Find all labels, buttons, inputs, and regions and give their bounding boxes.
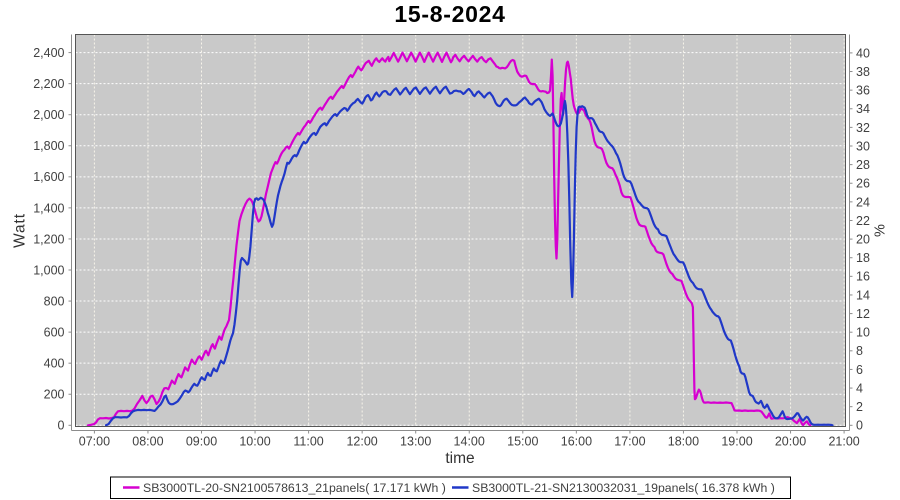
svg-text:12: 12: [856, 307, 870, 321]
svg-text:18: 18: [856, 251, 870, 265]
svg-text:SB3000TL-20-SN2100578613_21pan: SB3000TL-20-SN2100578613_21panels( 17.17…: [143, 481, 446, 495]
svg-text:6: 6: [856, 363, 863, 377]
svg-text:13:00: 13:00: [400, 435, 431, 449]
svg-text:time: time: [445, 450, 474, 467]
svg-text:30: 30: [856, 139, 870, 153]
svg-text:1,400: 1,400: [33, 201, 64, 215]
svg-text:07:00: 07:00: [79, 435, 110, 449]
svg-text:1,200: 1,200: [33, 232, 64, 246]
svg-text:14: 14: [856, 288, 870, 302]
svg-text:34: 34: [856, 102, 870, 116]
svg-text:400: 400: [44, 357, 65, 371]
svg-text:15:00: 15:00: [507, 435, 538, 449]
svg-text:1,000: 1,000: [33, 263, 64, 277]
svg-text:2,200: 2,200: [33, 77, 64, 91]
svg-text:1,600: 1,600: [33, 170, 64, 184]
svg-text:36: 36: [856, 84, 870, 98]
svg-text:18:00: 18:00: [668, 435, 699, 449]
svg-text:2,000: 2,000: [33, 108, 64, 122]
svg-text:20:00: 20:00: [775, 435, 806, 449]
svg-text:28: 28: [856, 158, 870, 172]
svg-text:200: 200: [44, 388, 65, 402]
svg-text:32: 32: [856, 121, 870, 135]
svg-text:08:00: 08:00: [132, 435, 163, 449]
svg-text:14:00: 14:00: [454, 435, 485, 449]
svg-text:21:00: 21:00: [828, 435, 859, 449]
svg-text:0: 0: [856, 419, 863, 433]
svg-text:1,800: 1,800: [33, 139, 64, 153]
svg-text:09:00: 09:00: [186, 435, 217, 449]
svg-text:2,400: 2,400: [33, 46, 64, 60]
svg-text:19:00: 19:00: [721, 435, 752, 449]
svg-text:20: 20: [856, 233, 870, 247]
svg-text:SB3000TL-21-SN2130032031_19pan: SB3000TL-21-SN2130032031_19panels( 16.37…: [472, 481, 775, 495]
svg-text:10:00: 10:00: [239, 435, 270, 449]
svg-text:16: 16: [856, 270, 870, 284]
svg-text:800: 800: [44, 295, 65, 309]
svg-text:17:00: 17:00: [614, 435, 645, 449]
svg-text:22: 22: [856, 214, 870, 228]
svg-text:4: 4: [856, 382, 863, 396]
svg-text:16:00: 16:00: [561, 435, 592, 449]
svg-text:38: 38: [856, 65, 870, 79]
svg-text:2: 2: [856, 400, 863, 414]
svg-text:0: 0: [58, 419, 65, 433]
svg-text:12:00: 12:00: [346, 435, 377, 449]
svg-text:Watt: Watt: [12, 213, 29, 248]
svg-text:%: %: [873, 224, 889, 237]
svg-text:26: 26: [856, 177, 870, 191]
svg-text:15-8-2024: 15-8-2024: [394, 1, 505, 27]
svg-text:40: 40: [856, 46, 870, 60]
svg-text:11:00: 11:00: [293, 435, 323, 449]
svg-text:24: 24: [856, 195, 870, 209]
svg-text:10: 10: [856, 326, 870, 340]
svg-text:8: 8: [856, 344, 863, 358]
svg-text:600: 600: [44, 326, 65, 340]
